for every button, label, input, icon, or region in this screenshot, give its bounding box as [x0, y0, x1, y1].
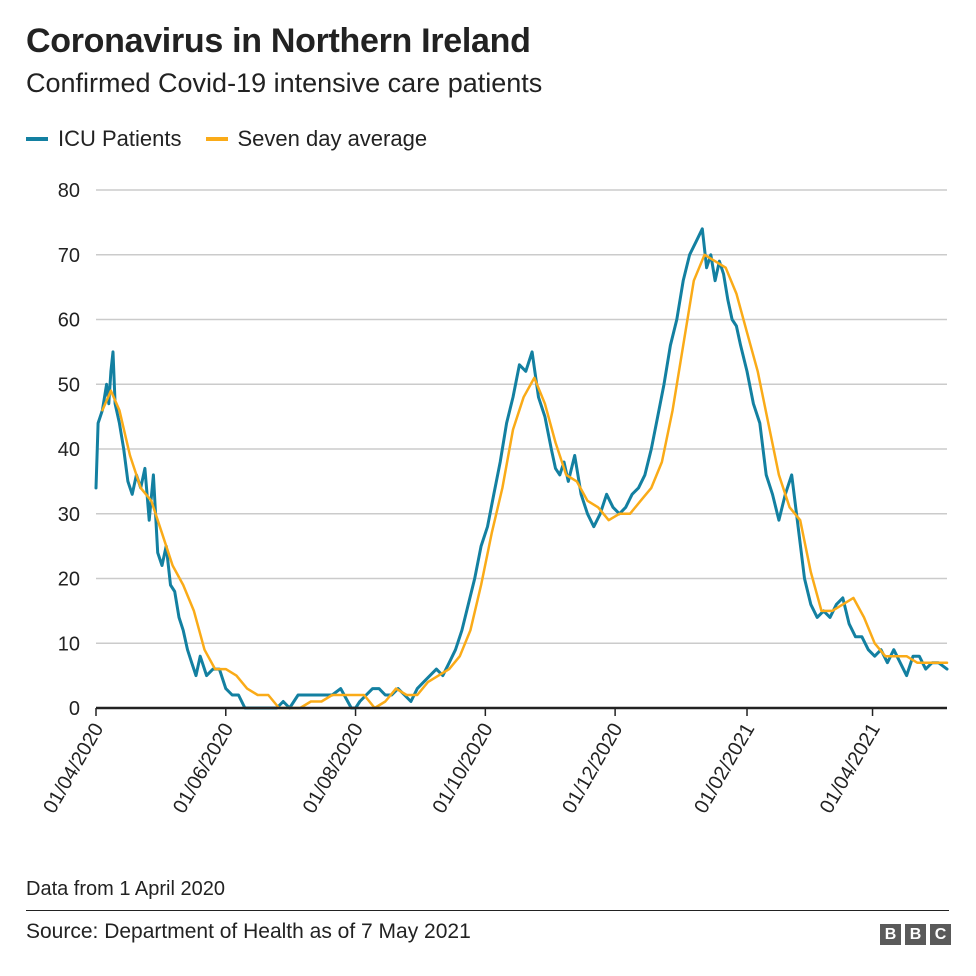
- y-tick-label: 10: [58, 633, 80, 655]
- bbc-logo: B B C: [880, 924, 951, 945]
- y-tick-label: 30: [58, 504, 80, 526]
- footer-divider: [26, 910, 949, 911]
- legend-swatch-seven-day-average: [205, 137, 228, 141]
- y-tick-label: 80: [58, 180, 80, 202]
- chart-title: Coronavirus in Northern Ireland: [26, 22, 531, 60]
- x-tick-label: 01/04/2021: [816, 720, 885, 818]
- grid-lines: [96, 189, 947, 644]
- logo-letter: B: [880, 924, 901, 945]
- legend-label-icu-patients: ICU Patients: [58, 126, 182, 151]
- y-tick-label: 50: [58, 374, 80, 396]
- chart-subtitle: Confirmed Covid-19 intensive care patien…: [26, 68, 543, 98]
- chart-legend: ICU Patients Seven day average: [26, 124, 451, 154]
- data-note: Data from 1 April 2020: [26, 878, 225, 900]
- legend-label-seven-day-average: Seven day average: [237, 126, 428, 151]
- legend-item-icu-patients: ICU Patients: [26, 126, 182, 152]
- y-tick-label: 60: [58, 310, 80, 332]
- x-tick-label: 01/10/2020: [429, 720, 498, 818]
- x-axis-ticks: 01/04/2020 01/06/2020 01/08/2020 01/10/2020…: [39, 708, 885, 817]
- y-tick-label: 0: [69, 698, 80, 720]
- y-tick-label: 70: [58, 245, 80, 267]
- series-line-icu-patients: [94, 227, 949, 710]
- y-tick-label: 40: [58, 439, 80, 461]
- legend-item-seven-day-average: Seven day average: [205, 126, 428, 152]
- series-line-seven-day-average: [101, 253, 949, 710]
- x-tick-label: 01/12/2020: [558, 720, 627, 818]
- y-axis-ticks: 0 10 20 30 40 50 60 70 80: [58, 180, 80, 720]
- series-lines: [94, 227, 949, 710]
- source-text: Source: Department of Health as of 7 May…: [26, 920, 471, 943]
- x-tick-label: 01/06/2020: [169, 720, 238, 818]
- y-tick-label: 20: [58, 569, 80, 591]
- logo-letter: C: [930, 924, 951, 945]
- x-tick-label: 01/08/2020: [299, 720, 368, 818]
- x-tick-label: 01/02/2021: [690, 720, 759, 818]
- legend-swatch-icu-patients: [26, 137, 48, 141]
- x-tick-label: 01/04/2020: [39, 720, 108, 818]
- logo-letter: B: [905, 924, 926, 945]
